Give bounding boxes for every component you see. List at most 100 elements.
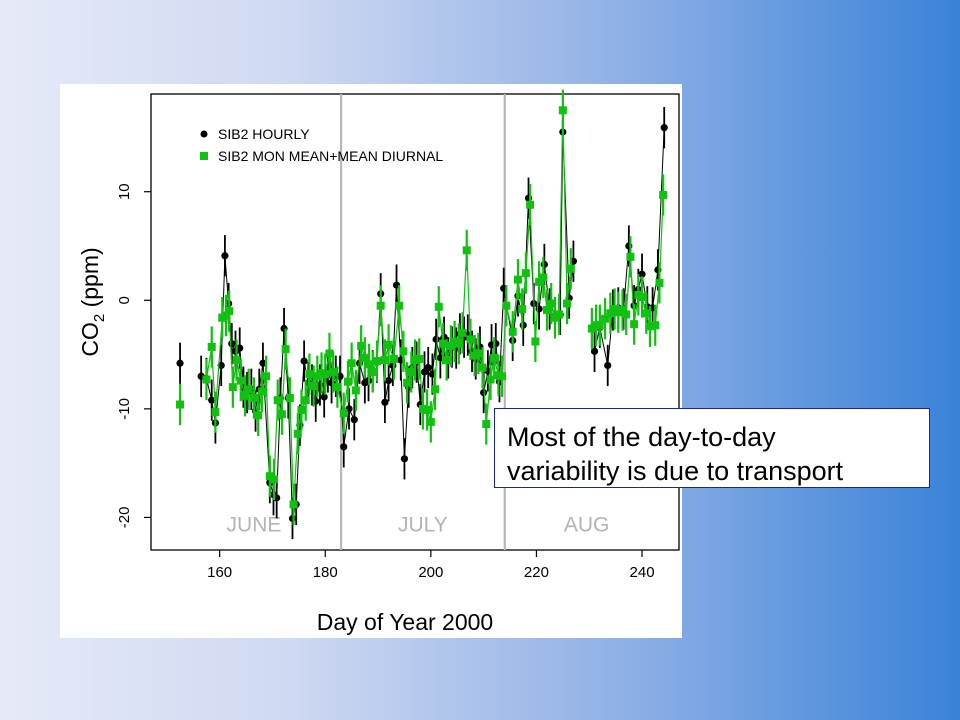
series-1 bbox=[176, 89, 668, 526]
point-monmean-1 bbox=[202, 375, 211, 384]
point-monmean-8 bbox=[232, 356, 241, 364]
point-monmean-59 bbox=[442, 356, 451, 364]
point-monmean-37 bbox=[351, 386, 360, 395]
point-monmean-76 bbox=[513, 275, 522, 284]
point-hourly-89 bbox=[590, 347, 599, 355]
point-monmean-60 bbox=[446, 341, 455, 350]
point-monmean-28 bbox=[313, 372, 322, 381]
point-monmean-93 bbox=[601, 314, 610, 323]
point-monmean-78 bbox=[521, 269, 530, 278]
point-monmean-55 bbox=[426, 417, 435, 426]
point-monmean-40 bbox=[365, 360, 374, 369]
point-monmean-24 bbox=[297, 405, 306, 414]
point-monmean-10 bbox=[240, 391, 249, 400]
point-monmean-102 bbox=[638, 293, 647, 302]
point-monmean-67 bbox=[474, 349, 483, 358]
point-monmean-13 bbox=[254, 411, 263, 420]
point-monmean-82 bbox=[539, 273, 548, 282]
point-monmean-103 bbox=[642, 309, 651, 318]
y-tick-label-10: 10 bbox=[116, 183, 133, 200]
legend-marker-hourly bbox=[200, 130, 208, 138]
callout-line-1: Most of the day-to-day bbox=[507, 422, 776, 452]
month-label-aug: AUG bbox=[564, 514, 610, 537]
point-monmean-69 bbox=[482, 420, 491, 429]
point-hourly-16 bbox=[259, 359, 267, 367]
month-label-june: JUNE bbox=[227, 514, 282, 537]
point-monmean-81 bbox=[535, 277, 544, 286]
point-monmean-47 bbox=[395, 301, 404, 310]
point-monmean-3 bbox=[211, 408, 220, 417]
point-monmean-88 bbox=[563, 299, 572, 308]
point-hourly-31 bbox=[320, 393, 328, 401]
plot-panel: JUNE JULY AUG 160 180 200 220 240 -20 -10 0 10 SI… bbox=[60, 84, 682, 638]
legend-label-hourly: SIB2 HOURLY bbox=[218, 126, 310, 142]
point-monmean-35 bbox=[343, 377, 352, 386]
point-monmean-41 bbox=[368, 367, 377, 376]
x-tick-label-220: 220 bbox=[524, 564, 549, 581]
point-monmean-84 bbox=[547, 299, 556, 308]
point-monmean-49 bbox=[403, 378, 412, 387]
x-tick-label-200: 200 bbox=[418, 564, 443, 581]
point-monmean-33 bbox=[333, 383, 342, 392]
point-monmean-30 bbox=[321, 370, 330, 379]
point-monmean-11 bbox=[244, 385, 253, 394]
point-monmean-45 bbox=[384, 340, 393, 349]
point-hourly-3 bbox=[208, 396, 216, 404]
point-monmean-22 bbox=[289, 500, 298, 509]
point-monmean-9 bbox=[236, 376, 245, 385]
point-monmean-97 bbox=[618, 306, 627, 315]
point-monmean-107 bbox=[659, 190, 668, 199]
point-monmean-62 bbox=[454, 339, 463, 348]
point-monmean-74 bbox=[502, 301, 511, 310]
y-axis-title-subscript: 2 bbox=[91, 314, 108, 322]
point-monmean-36 bbox=[347, 359, 356, 368]
point-monmean-96 bbox=[614, 308, 623, 317]
point-monmean-17 bbox=[270, 475, 279, 484]
callout-line-2: variability is due to transport bbox=[507, 456, 844, 486]
month-label-july: JULY bbox=[398, 514, 448, 537]
point-hourly-58 bbox=[432, 335, 440, 343]
point-monmean-87 bbox=[558, 106, 567, 115]
point-monmean-53 bbox=[418, 404, 427, 413]
y-axis-title: CO2 (ppm) bbox=[77, 247, 108, 356]
point-monmean-15 bbox=[262, 372, 271, 381]
point-monmean-27 bbox=[309, 382, 318, 391]
point-monmean-70 bbox=[486, 375, 495, 384]
point-monmean-75 bbox=[508, 327, 517, 336]
plot-frame bbox=[150, 93, 680, 551]
point-monmean-99 bbox=[626, 252, 635, 261]
point-monmean-25 bbox=[301, 396, 310, 405]
co2-chart: JUNE JULY AUG 160 180 200 220 240 -20 -10 0 10 SI… bbox=[77, 89, 680, 635]
point-monmean-52 bbox=[415, 354, 424, 363]
point-monmean-16 bbox=[265, 472, 274, 481]
point-hourly-91 bbox=[604, 361, 612, 370]
point-monmean-98 bbox=[622, 310, 631, 319]
point-hourly-10 bbox=[236, 344, 244, 352]
point-monmean-100 bbox=[630, 320, 639, 329]
point-monmean-20 bbox=[281, 345, 290, 354]
point-monmean-48 bbox=[399, 347, 408, 356]
point-monmean-86 bbox=[555, 310, 564, 319]
point-monmean-61 bbox=[450, 337, 459, 346]
point-monmean-94 bbox=[606, 309, 615, 318]
point-monmean-80 bbox=[531, 337, 540, 346]
y-tick-label-0: 0 bbox=[116, 296, 133, 304]
point-monmean-58 bbox=[438, 339, 447, 348]
point-monmean-18 bbox=[273, 396, 282, 405]
point-hourly-81 bbox=[535, 305, 543, 313]
legend-label-monmean: SIB2 MON MEAN+MEAN DIURNAL bbox=[218, 148, 443, 164]
point-monmean-63 bbox=[458, 328, 467, 337]
point-monmean-83 bbox=[543, 306, 551, 315]
point-monmean-2 bbox=[207, 342, 216, 351]
x-tick-label-180: 180 bbox=[313, 564, 338, 581]
point-monmean-26 bbox=[305, 370, 314, 379]
point-monmean-42 bbox=[372, 357, 381, 366]
point-monmean-39 bbox=[360, 353, 369, 362]
point-monmean-51 bbox=[411, 356, 419, 364]
point-hourly-6 bbox=[221, 252, 229, 260]
point-hourly-36 bbox=[340, 443, 348, 451]
point-monmean-71 bbox=[490, 353, 499, 362]
point-monmean-5 bbox=[221, 311, 230, 320]
y-axis-title-main: CO bbox=[77, 322, 103, 357]
point-monmean-68 bbox=[478, 363, 487, 372]
